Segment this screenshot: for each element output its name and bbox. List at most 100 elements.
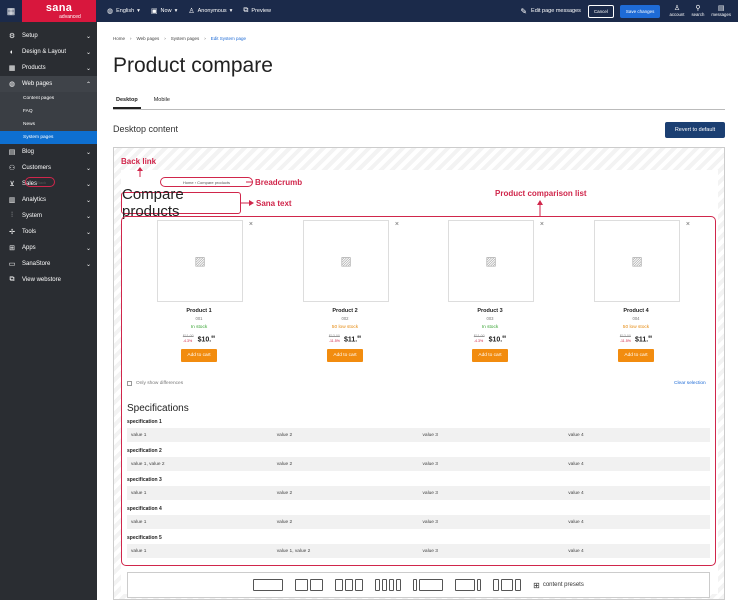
edit-page-messages-button[interactable]: ✎ Edit page messages	[520, 7, 581, 16]
tab-desktop[interactable]: Desktop	[113, 97, 141, 109]
remove-icon[interactable]: ×	[394, 221, 399, 228]
save-changes-button[interactable]: Save changes	[619, 4, 661, 18]
sidebar-item-products[interactable]: ▦ Products ⌄	[0, 60, 97, 76]
chevron-down-icon: ⌄	[85, 181, 91, 188]
image-placeholder-icon: ▨	[194, 254, 206, 268]
clear-selection-link[interactable]: Clear selection	[674, 381, 706, 386]
preview-breadcrumb[interactable]: Home › Compare products	[160, 177, 253, 187]
price-block: $11.00 -4.3% $10.99	[445, 334, 535, 344]
blog-icon: ▤	[8, 149, 16, 156]
logo-text: sana	[45, 1, 73, 14]
preset-one-column[interactable]	[253, 579, 284, 591]
add-to-cart-button[interactable]: Add to cart	[327, 349, 363, 363]
revert-to-default-button[interactable]: Revert to default	[665, 122, 725, 138]
sidebar-subitem-news[interactable]: News	[0, 118, 97, 131]
chevron-down-icon: ⌄	[85, 213, 91, 220]
price-cents: 99	[357, 334, 362, 339]
discount: -11.5%	[619, 339, 631, 344]
spec-row: value 1 value 2 value 3 value 4	[127, 515, 710, 529]
chevron-down-icon: ⌄	[85, 149, 91, 156]
add-to-cart-button[interactable]: Add to cart	[472, 349, 508, 363]
chevron-up-icon: ⌃	[85, 81, 91, 88]
preset-three-columns[interactable]	[335, 579, 364, 591]
only-differences-option[interactable]: Only show differences	[127, 381, 183, 386]
back-link[interactable]: ‹ Back	[25, 177, 55, 187]
sana-logo[interactable]: sana advanced	[22, 0, 96, 22]
price: $10.	[197, 336, 212, 344]
sidebar-item-tools[interactable]: ✢ Tools ⌄	[0, 224, 97, 240]
section-title: Desktop content	[113, 124, 179, 134]
preset-wide-narrow[interactable]	[455, 579, 482, 591]
product-image[interactable]: ▨ ×	[303, 220, 399, 302]
preset-two-columns[interactable]	[295, 579, 324, 591]
breadcrumb-home[interactable]: Home	[113, 36, 126, 41]
preview-button[interactable]: ⧉ Preview	[243, 7, 271, 15]
preset-four-columns[interactable]	[375, 579, 402, 591]
preset-split-three[interactable]	[493, 579, 522, 591]
content-presets-button[interactable]: ⊞ content presets	[533, 581, 584, 590]
product-image[interactable]: ▨ ×	[157, 220, 253, 302]
sidebar-item-system[interactable]: ⫶ System ⌄	[0, 208, 97, 224]
spec-name: specification 5	[127, 535, 162, 541]
tab-mobile[interactable]: Mobile	[153, 97, 170, 103]
sidebar-item-label: Products	[22, 65, 46, 71]
breadcrumb-system-pages[interactable]: System pages	[170, 36, 200, 41]
product-comparison-list	[121, 216, 716, 566]
product-image[interactable]: ▨ ×	[448, 220, 544, 302]
checkbox[interactable]	[127, 381, 132, 386]
spec-value: value 3	[422, 548, 438, 554]
preview-label: Preview	[251, 8, 271, 14]
price: $11.	[634, 336, 649, 344]
price: $11.	[343, 336, 358, 344]
chevron-down-icon: ⌄	[85, 261, 91, 268]
chevron-down-icon: ⌄	[85, 33, 91, 40]
sidebar-item-customers[interactable]: ⚇ Customers ⌄	[0, 160, 97, 176]
globe-icon: ◍	[8, 81, 16, 88]
product-image[interactable]: ▨ ×	[594, 220, 690, 302]
search-button[interactable]: ⚲ search	[692, 5, 705, 17]
sidebar-subitem-system-pages[interactable]: System pages	[0, 131, 97, 144]
product-name[interactable]: Product 4	[623, 308, 649, 314]
product-name[interactable]: Product 1	[186, 308, 212, 314]
remove-icon[interactable]: ×	[685, 221, 690, 228]
account-label: account	[669, 11, 685, 17]
sidebar-item-blog[interactable]: ▤ Blog ⌄	[0, 144, 97, 160]
product-name[interactable]: Product 3	[477, 308, 503, 314]
sidebar-item-sanastore[interactable]: ▭ SanaStore ⌄	[0, 256, 97, 272]
stock-status: In stock	[190, 325, 208, 330]
remove-icon[interactable]: ×	[248, 221, 253, 228]
product-code: 002	[341, 316, 349, 321]
sidebar-subitem-content-pages[interactable]: Content pages	[0, 92, 97, 105]
messages-button[interactable]: ▤ messages	[711, 5, 731, 17]
spec-value: value 2	[276, 432, 293, 438]
account-button[interactable]: ♙ account	[669, 5, 684, 17]
sidebar-subitem-faq[interactable]: FAQ	[0, 105, 97, 118]
add-to-cart-button[interactable]: Add to cart	[618, 349, 654, 363]
wrench-icon: ✢	[9, 229, 15, 236]
date-selector[interactable]: ▣ Now ▾	[151, 7, 177, 15]
breadcrumb-web-pages[interactable]: Web pages	[136, 36, 160, 41]
spec-value: value 4	[568, 490, 584, 496]
preset-narrow-wide[interactable]	[413, 579, 444, 591]
remove-icon[interactable]: ×	[539, 221, 544, 228]
sidebar-item-label: Tools	[22, 229, 37, 235]
chevron-down-icon: ⌄	[85, 197, 91, 204]
sidebar-item-analytics[interactable]: ▥ Analytics ⌄	[0, 192, 97, 208]
sidebar-item-setup[interactable]: ⚙ Setup ⌄	[0, 28, 97, 44]
app-grid-icon[interactable]: ▦	[6, 5, 16, 16]
product-name[interactable]: Product 2	[332, 308, 358, 314]
sidebar-item-design-layout[interactable]: ◐ Design & Layout ⌄	[0, 44, 97, 60]
cancel-button[interactable]: Cancel	[587, 4, 614, 18]
content-presets-bar: ⊞ content presets	[127, 572, 710, 598]
account-icon: ♙	[673, 4, 681, 12]
old-price: $13.00	[328, 334, 340, 338]
sidebar-item-web-pages[interactable]: ◍ Web pages ⌃	[0, 76, 97, 92]
product-card: ▨ × Product 1 001 In stock $11.00 -4.3% $1…	[154, 220, 253, 363]
price-block: $13.00 -11.5% $11.99	[591, 334, 681, 344]
add-to-cart-button[interactable]: Add to cart	[181, 349, 217, 363]
product-card: ▨ × Product 3 003 In stock $11.00 -4.3% $1…	[445, 220, 544, 363]
sidebar-item-apps[interactable]: ⊞ Apps ⌄	[0, 240, 97, 256]
visitor-selector[interactable]: ♙ Anonymous ▾	[188, 7, 232, 15]
language-selector[interactable]: ◍ English ▾	[107, 7, 140, 15]
sidebar-item-view-webstore[interactable]: ⧉ View webstore	[0, 272, 97, 288]
